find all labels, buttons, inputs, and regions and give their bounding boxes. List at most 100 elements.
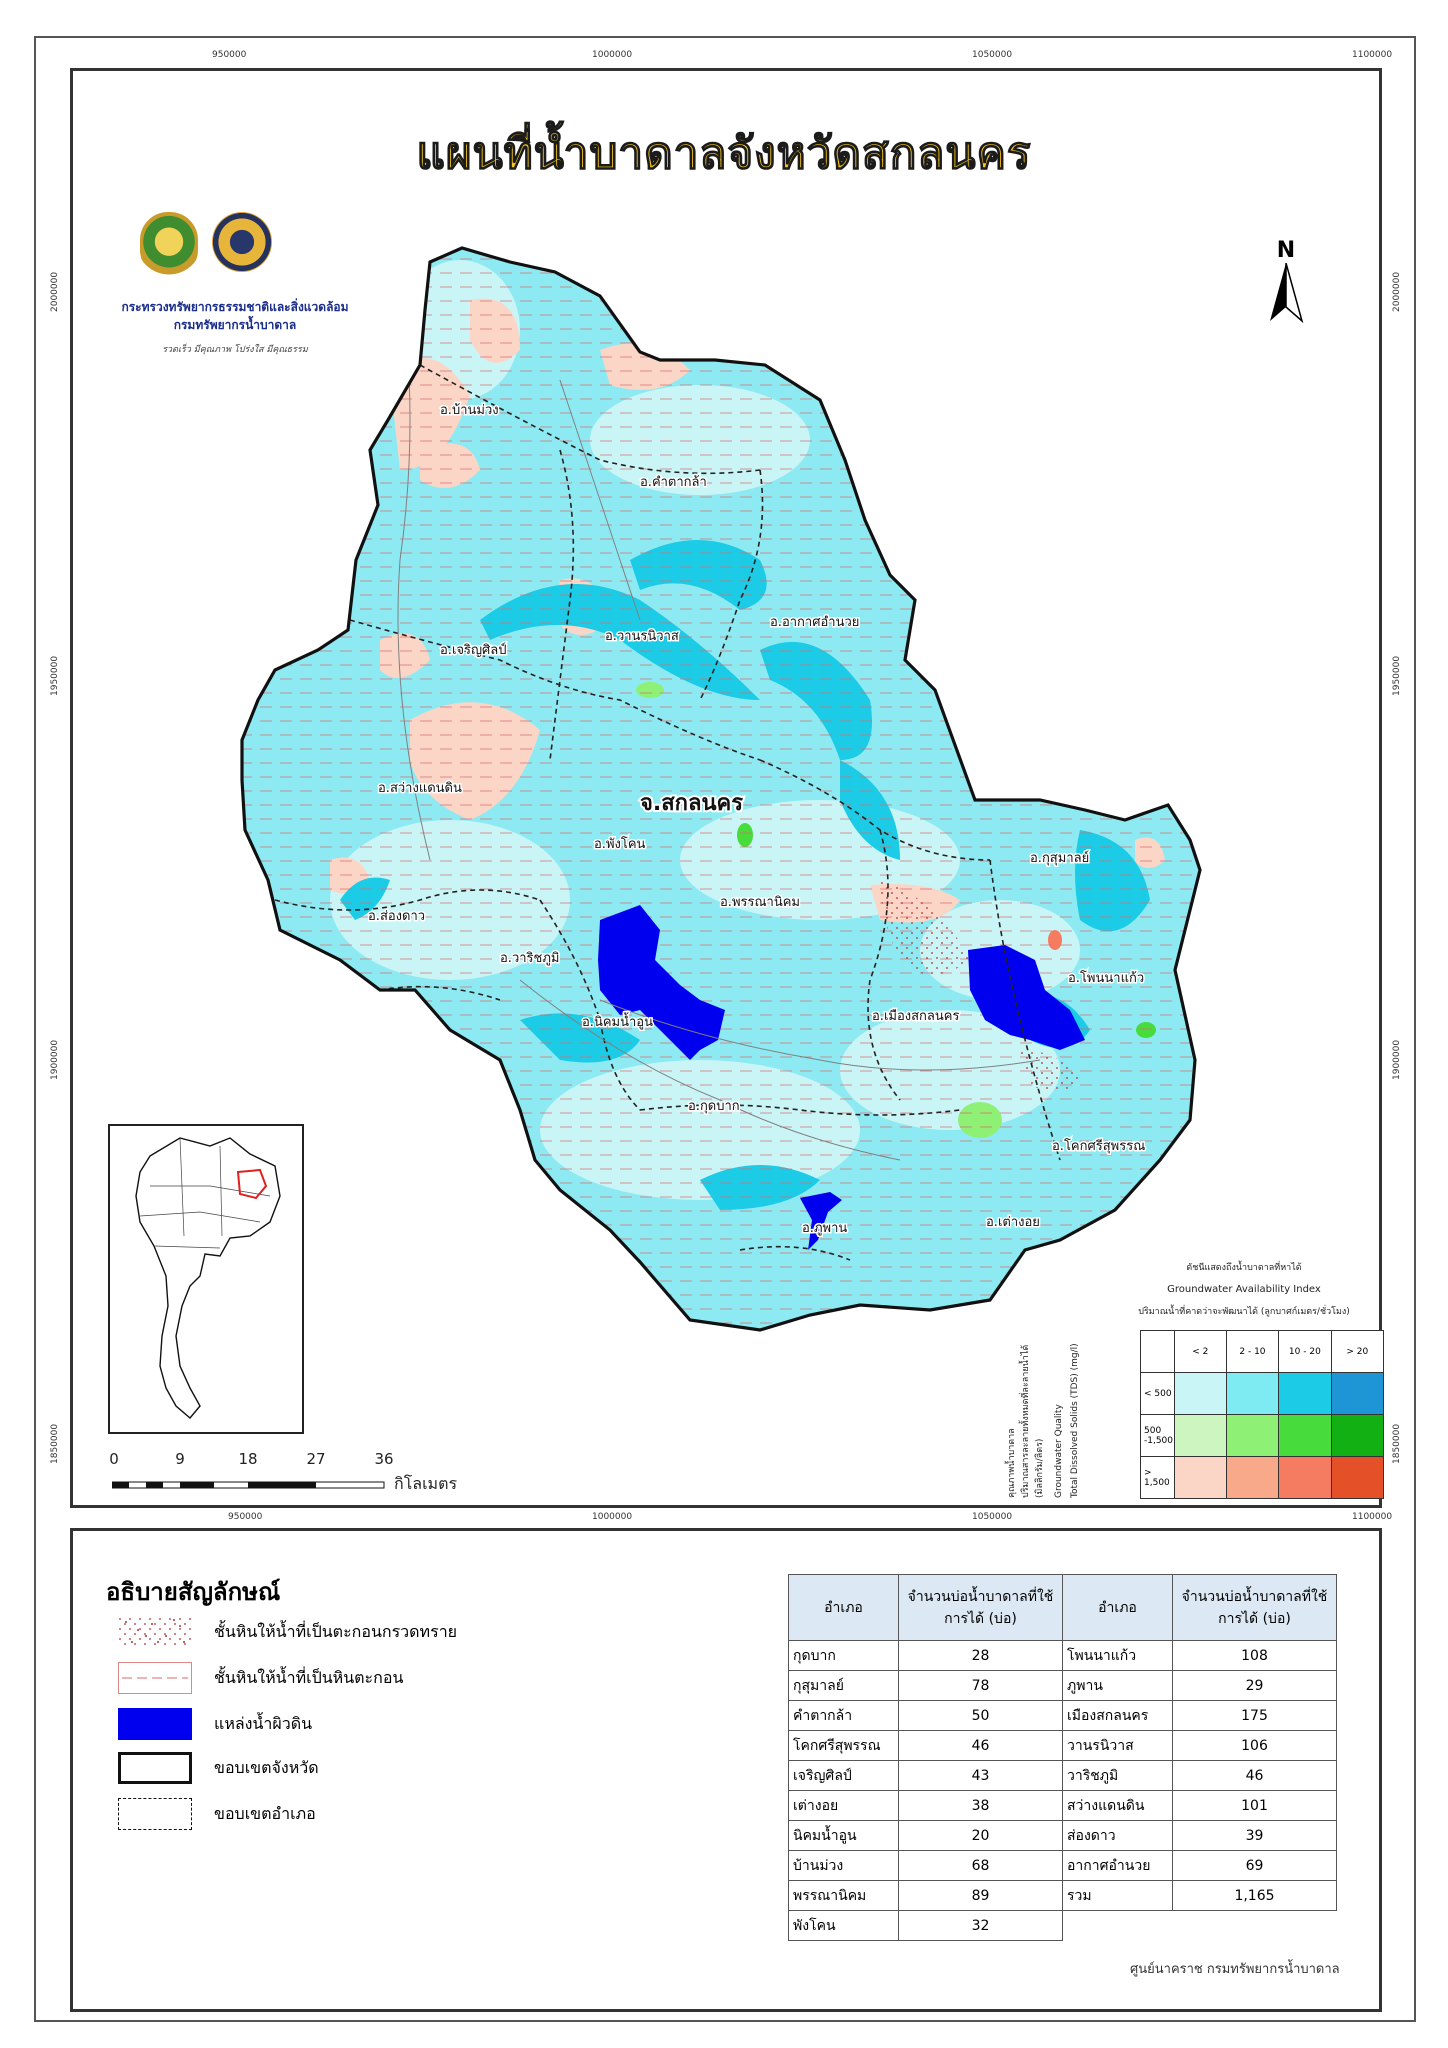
coord-bottom-3: 1050000 [972, 1512, 1013, 1522]
district-cell: กุดบาก [788, 1640, 899, 1671]
district-label-wanon-niwat: อ.วานรนิวาส [605, 629, 679, 644]
count-cell: 28 [898, 1640, 1063, 1671]
thailand-outline-icon [135, 1137, 281, 1419]
district-label-phanna-nikhom: อ.พรรณานิคม [720, 895, 800, 910]
district-cell: โพนนาแก้ว [1062, 1640, 1173, 1671]
district-label-tao-ngoi: อ.เต่างอย [986, 1215, 1040, 1230]
gw-vertical-th1: คุณภาพน้ำบาดาล [1007, 1428, 1017, 1498]
district-label-charoen-sin: อ.เจริญศิลป์ [440, 642, 507, 658]
province-label: จ.สกลนคร [640, 791, 743, 816]
scale-tick-36: 36 [374, 1450, 394, 1468]
count-cell: 29 [1172, 1670, 1337, 1701]
count-cell: 101 [1172, 1790, 1337, 1821]
gw-cell [1278, 1372, 1332, 1415]
district-boundary-symbol-icon [118, 1798, 192, 1830]
district-cell: นิคมน้ำอูน [788, 1820, 899, 1851]
gw-row-header: > 1,500 [1140, 1456, 1175, 1499]
gw-col-header: > 20 [1330, 1330, 1385, 1373]
district-cell: เจริญศิลป์ [788, 1760, 899, 1791]
table-row: บ้านม่วง 68 อากาศอำนวย 69 [788, 1850, 1337, 1881]
table-row: กุสุมาลย์ 78 ภูพาน 29 [788, 1670, 1337, 1701]
legend-item-sedimentary: ชั้นหินให้น้ำที่เป็นหินตะกอน [118, 1662, 403, 1694]
district-label-kut-bak: อ.กุดบาก [688, 1099, 740, 1114]
district-cell: รวม [1062, 1880, 1173, 1911]
gw-cell [1278, 1456, 1332, 1499]
wells-header-district: อำเภอ [1062, 1574, 1173, 1641]
legend-label-province-boundary: ขอบเขตจังหวัด [214, 1757, 319, 1777]
organization-name: กระทรวงทรัพยากรธรรมชาติและสิ่งแวดล้อม กร… [100, 298, 370, 334]
district-label-phang-khon: อ.พังโคน [594, 836, 646, 852]
gw-vertical-en2: Total Dissolved Solids (TDS) (mg/l) [1070, 1343, 1080, 1498]
scale-tick-9: 9 [175, 1450, 185, 1468]
district-label-mueang-sakon-nakhon: อ.เมืองสกลนคร [872, 1008, 959, 1024]
wells-table: อำเภอ จำนวนบ่อน้ำบาดาลที่ใช้การได้ (บ่อ)… [788, 1574, 1337, 1941]
gw-row-header: 500 -1,500 [1140, 1414, 1175, 1457]
district-cell: ส่องดาว [1062, 1820, 1173, 1851]
table-row: เจริญศิลป์ 43 วาริชภูมิ 46 [788, 1760, 1337, 1791]
district-label-kham-ta-kla: อ.คำตากล้า [640, 475, 707, 490]
count-cell: 20 [898, 1820, 1063, 1851]
gw-cell [1225, 1372, 1280, 1415]
legend-label-sedimentary: ชั้นหินให้น้ำที่เป็นหินตะกอน [214, 1667, 404, 1687]
legend-label-district-boundary: ขอบเขตอำเภอ [214, 1803, 316, 1823]
gw-index-title-th: ดัชนีแสดงถึงน้ำบาดาลที่หาได้ [1186, 1263, 1302, 1273]
gw-cell [1330, 1372, 1385, 1415]
organization-line-1: กระทรวงทรัพยากรธรรมชาติและสิ่งแวดล้อม [121, 300, 349, 314]
ministry-seal-icon [140, 212, 198, 278]
groundwater-zones [242, 248, 1200, 1330]
district-label-sawang-daen-din: อ.สว่างแดนดิน [378, 781, 462, 796]
count-cell: 175 [1172, 1700, 1337, 1731]
count-cell: 108 [1172, 1640, 1337, 1671]
north-arrow-icon [1270, 262, 1304, 324]
province-map: อ.บ้านม่วง อ.คำตากล้า อ.อากาศอำนวย อ.เจร… [240, 246, 1202, 1332]
gravel-aquifer-symbol-icon [118, 1616, 192, 1648]
scale-unit: กิโลเมตร [394, 1474, 458, 1493]
gw-col-header: 10 - 20 [1278, 1330, 1332, 1373]
district-label-akat-amnuai: อ.อากาศอำนวย [770, 615, 859, 630]
count-cell: 68 [898, 1850, 1063, 1881]
logos [140, 212, 272, 278]
district-cell [1063, 1911, 1173, 1941]
legend-item-surface-water: แหล่งน้ำผิวดิน [118, 1708, 312, 1740]
surface-water-symbol-icon [118, 1708, 192, 1740]
district-cell: คำตากล้า [788, 1700, 899, 1731]
gw-cell [1330, 1414, 1385, 1457]
north-arrow: N [1266, 238, 1306, 327]
count-cell: 106 [1172, 1730, 1337, 1761]
table-row: คำตากล้า 50 เมืองสกลนคร 175 [788, 1700, 1337, 1731]
district-cell: เต่างอย [788, 1790, 899, 1821]
count-cell: 78 [898, 1670, 1063, 1701]
legend-item-province-boundary: ขอบเขตจังหวัด [118, 1752, 319, 1784]
gw-vertical-en1: Groundwater Quality [1054, 1404, 1064, 1498]
count-cell: 50 [898, 1700, 1063, 1731]
table-row: พังโคน 32 [788, 1910, 1337, 1941]
coord-top-2: 1000000 [592, 50, 633, 60]
map-title: แผนที่น้ำบาดาลจังหวัดสกลนคร [416, 127, 1032, 179]
gw-cell [1278, 1414, 1332, 1457]
gw-cell [1225, 1456, 1280, 1499]
gw-index-title-en: Groundwater Availability Index [1167, 1284, 1321, 1295]
coord-bottom-4: 1100000 [1352, 1512, 1393, 1522]
district-cell: กุสุมาลย์ [788, 1670, 899, 1701]
count-cell: 69 [1172, 1850, 1337, 1881]
legend-item-district-boundary: ขอบเขตอำเภอ [118, 1798, 316, 1830]
table-row: นิคมน้ำอูน 20 ส่องดาว 39 [788, 1820, 1337, 1851]
district-cell: อากาศอำนวย [1062, 1850, 1173, 1881]
coord-bottom-2: 1000000 [592, 1512, 633, 1522]
table-row: พรรณานิคม 89 รวม 1,165 [788, 1880, 1337, 1911]
district-cell: พังโคน [788, 1910, 899, 1941]
district-cell: พรรณานิคม [788, 1880, 899, 1911]
gw-col-header: 2 - 10 [1225, 1330, 1280, 1373]
legend-item-gravel: ชั้นหินให้น้ำที่เป็นตะกอนกรวดทราย [118, 1616, 457, 1648]
count-cell: 89 [898, 1880, 1063, 1911]
scale-tick-0: 0 [109, 1450, 119, 1468]
gw-cell [1225, 1414, 1280, 1457]
wells-table-body: กุดบาก 28 โพนนาแก้ว 108 กุสุมาลย์ 78 ภูพาน 29 คำ… [788, 1640, 1337, 1941]
gw-index-yield-label: ปริมาณน้ำที่คาดว่าจะพัฒนาได้ (ลูกบาศก์เม… [1138, 1307, 1350, 1317]
table-row: กุดบาก 28 โพนนาแก้ว 108 [788, 1640, 1337, 1671]
count-cell: 43 [898, 1760, 1063, 1791]
gw-cell [1173, 1456, 1227, 1499]
table-row: เต่างอย 38 สว่างแดนดิน 101 [788, 1790, 1337, 1821]
count-cell: 46 [1172, 1760, 1337, 1791]
sedimentary-aquifer-symbol-icon [118, 1662, 192, 1694]
